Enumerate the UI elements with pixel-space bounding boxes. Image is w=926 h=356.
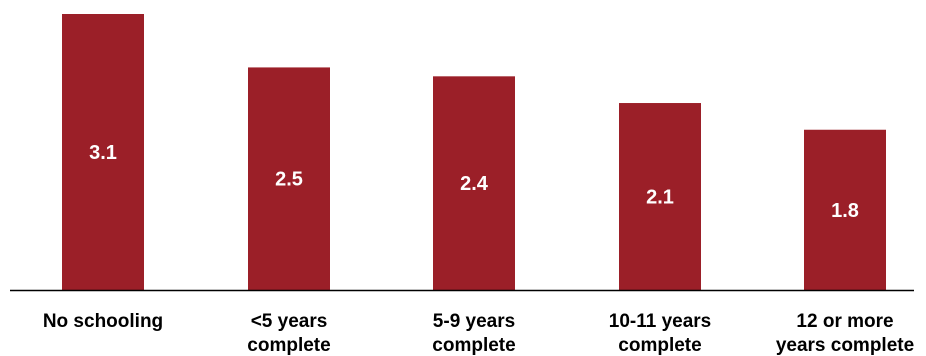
bar-value-label: 3.1 — [89, 142, 117, 164]
bar-value-label: 2.5 — [275, 169, 303, 191]
category-label-line: 5-9 years — [433, 311, 515, 332]
category-labels-group: No schooling <5 years complete 5-9 years com… — [43, 311, 914, 356]
category-label: 5-9 years complete — [432, 311, 515, 356]
category-label: <5 years complete — [247, 311, 330, 356]
category-label-line: complete — [432, 335, 515, 356]
category-label: No schooling — [43, 311, 163, 332]
bar-value-label: 2.1 — [646, 187, 674, 209]
category-label-line: 10-11 years — [609, 311, 712, 332]
category-label-line: No schooling — [43, 311, 163, 332]
bar — [248, 67, 330, 290]
category-label-line: complete — [247, 335, 330, 356]
category-label-line: complete — [618, 335, 701, 356]
bar — [433, 76, 515, 291]
bar-value-label: 2.4 — [460, 173, 489, 195]
bar-value-label: 1.8 — [831, 200, 859, 222]
bars-group — [62, 14, 886, 291]
bar — [62, 14, 144, 290]
bar — [804, 129, 886, 290]
category-label-line: 12 or more — [796, 311, 893, 332]
category-label: 10-11 years complete — [609, 311, 712, 356]
category-label-line: years complete — [776, 335, 914, 356]
category-label-line: <5 years — [251, 311, 328, 332]
category-label: 12 or more years complete — [776, 311, 914, 356]
value-labels-group: 3.1 2.5 2.4 2.1 1.8 — [89, 142, 859, 222]
bar — [619, 103, 701, 290]
